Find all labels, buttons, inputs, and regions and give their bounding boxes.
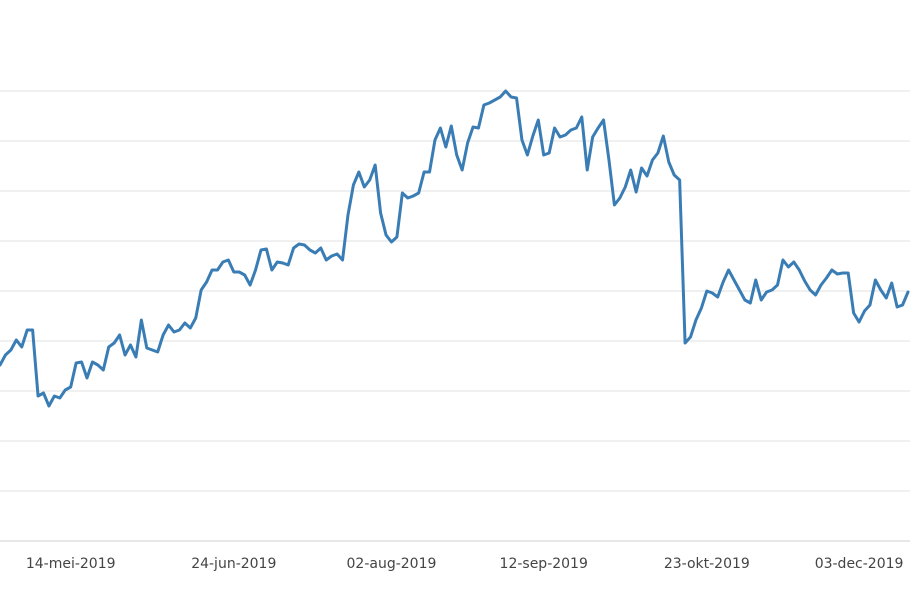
x-tick-label: 03-dec-2019 [815, 556, 904, 572]
x-tick-label: 02-aug-2019 [347, 556, 437, 572]
x-tick-label: 24-jun-2019 [191, 556, 276, 572]
line-series [0, 89, 910, 408]
x-tick-label: 23-okt-2019 [664, 556, 750, 572]
x-tick-label: 12-sep-2019 [500, 556, 588, 572]
x-tick-label: 14-mei-2019 [26, 556, 116, 572]
